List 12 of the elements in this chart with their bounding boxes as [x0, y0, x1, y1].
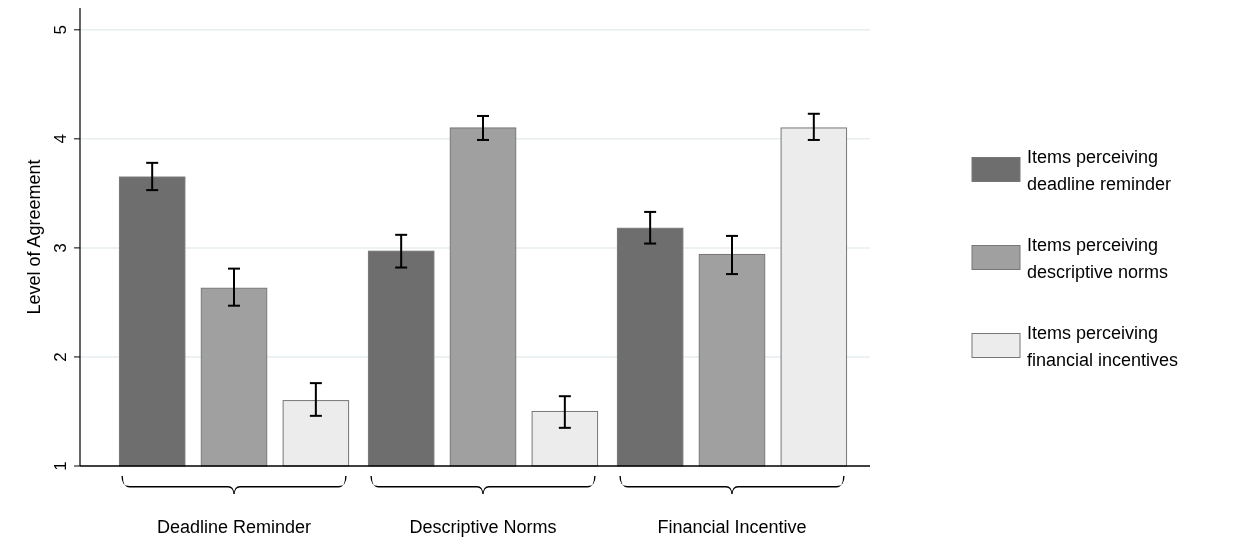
y-tick-label: 3	[51, 243, 70, 253]
x-tick-label: Deadline Reminder	[156, 517, 312, 537]
y-tick-label: 1	[51, 461, 70, 471]
legend-label: Items perceiving descriptive norms	[1027, 235, 1169, 282]
legend-label: Items perceiving financial incentives	[1027, 323, 1179, 370]
x-tick-label: Financial Incentive	[657, 517, 807, 537]
x-tick-label: Descriptive Norms	[409, 517, 557, 537]
y-tick-label: 4	[51, 134, 70, 144]
legend-label: Items perceiving deadline reminder	[1027, 147, 1172, 194]
y-axis-title: Level of Agreement	[24, 159, 44, 315]
y-tick-label: 5	[51, 25, 70, 35]
y-tick-label: 2	[51, 352, 70, 362]
